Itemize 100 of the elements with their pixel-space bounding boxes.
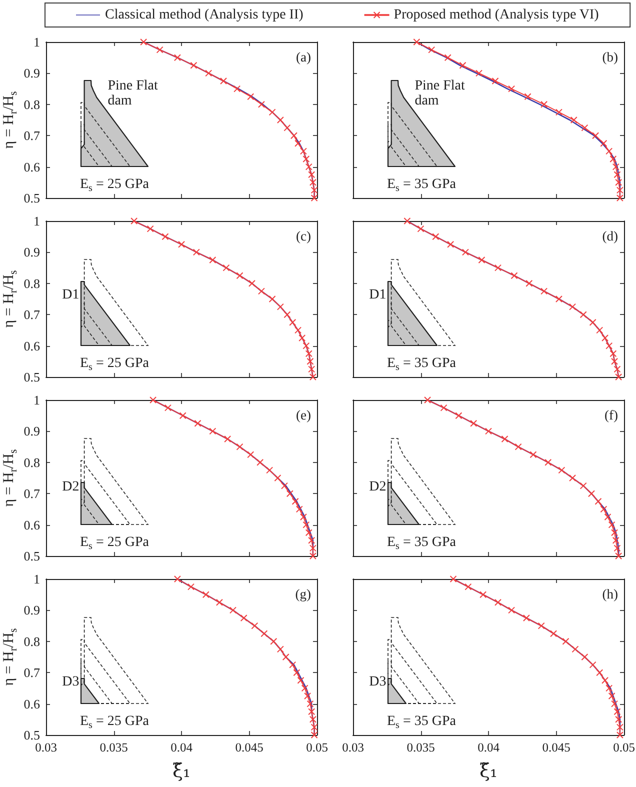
point <box>146 225 154 232</box>
point <box>558 466 566 474</box>
y-tick-label: 0.5 <box>24 190 40 206</box>
y-tick-label: 0.9 <box>24 424 40 439</box>
text: (g) <box>295 586 312 602</box>
point <box>300 514 307 520</box>
point <box>268 296 276 302</box>
x-tick-label: 0.045 <box>235 740 264 754</box>
point <box>428 46 436 54</box>
point <box>276 303 284 310</box>
point <box>290 132 298 140</box>
point <box>202 591 210 598</box>
point <box>602 676 609 684</box>
point <box>298 334 306 342</box>
annotation: D3 <box>62 674 80 690</box>
y-tick-label: 0.6 <box>24 517 40 532</box>
point <box>258 288 265 295</box>
y-tick-label: 0.8 <box>24 276 40 291</box>
x-axis-title: ξ̃₁ <box>172 760 191 782</box>
point <box>294 140 302 147</box>
x-tick-label: 0.05 <box>306 740 328 754</box>
point <box>432 233 440 240</box>
point <box>174 576 181 582</box>
point <box>216 598 223 606</box>
point <box>570 116 578 124</box>
point <box>289 318 296 326</box>
point <box>150 396 157 404</box>
point <box>282 654 290 660</box>
y-tick-label: 0.6 <box>24 338 40 354</box>
point <box>301 684 308 692</box>
point <box>236 443 244 450</box>
point <box>538 622 545 630</box>
point <box>540 288 548 295</box>
point <box>156 46 164 54</box>
point <box>178 240 185 248</box>
y-axis-title: η = Hr/Hs <box>1 91 20 149</box>
x-axis-title: ξ̃₁ <box>479 760 498 782</box>
point <box>292 498 299 505</box>
point <box>286 490 294 498</box>
point <box>190 62 198 69</box>
text: (f) <box>604 408 618 422</box>
point <box>236 272 244 280</box>
point <box>478 256 486 264</box>
point <box>297 676 304 684</box>
point <box>194 420 202 427</box>
point <box>294 326 302 334</box>
point <box>524 93 532 100</box>
annotation: Pine Flat dam <box>414 78 468 108</box>
x-tick-label: 0.03 <box>342 740 364 754</box>
y-tick-label: 0.8 <box>24 634 40 649</box>
point <box>569 474 576 482</box>
point <box>276 646 284 653</box>
text: (h) <box>602 586 618 602</box>
point <box>592 132 600 140</box>
point <box>580 482 587 490</box>
point <box>510 272 518 280</box>
point <box>266 466 274 474</box>
x-tick-label: 0.04 <box>170 740 194 754</box>
x-tick-label: 0.05 <box>613 740 635 754</box>
point <box>174 54 181 62</box>
point <box>209 256 216 264</box>
point <box>492 78 499 84</box>
point <box>610 156 617 162</box>
text: (a) <box>296 50 311 64</box>
point <box>508 606 516 614</box>
point <box>284 124 291 132</box>
point <box>555 296 562 302</box>
point <box>305 163 312 170</box>
point <box>606 148 613 155</box>
point <box>284 311 291 318</box>
point <box>270 638 278 645</box>
point <box>296 506 303 513</box>
point <box>581 654 588 660</box>
point <box>302 156 310 162</box>
point <box>470 420 478 427</box>
y-tick-label: 0.7 <box>24 128 40 144</box>
point <box>413 38 420 46</box>
point <box>580 311 587 318</box>
point <box>550 630 558 638</box>
point <box>140 38 148 46</box>
point <box>234 85 241 92</box>
point <box>192 248 200 256</box>
y-tick-label: 1 <box>34 572 40 586</box>
point <box>440 404 448 412</box>
point <box>485 428 492 435</box>
y-tick-label: 0.9 <box>24 244 40 260</box>
point <box>526 280 533 287</box>
point <box>459 62 466 69</box>
y-tick-label: 0.7 <box>24 486 40 502</box>
point <box>260 630 268 638</box>
text: (b) <box>602 50 618 64</box>
point <box>606 342 613 350</box>
point <box>450 576 457 582</box>
annotation: D2 <box>62 480 80 494</box>
point <box>179 412 186 420</box>
point <box>501 436 508 442</box>
y-tick-label: 0.6 <box>24 159 40 174</box>
point <box>480 591 487 598</box>
y-tick-label: 0.5 <box>24 548 40 564</box>
point <box>455 412 462 420</box>
